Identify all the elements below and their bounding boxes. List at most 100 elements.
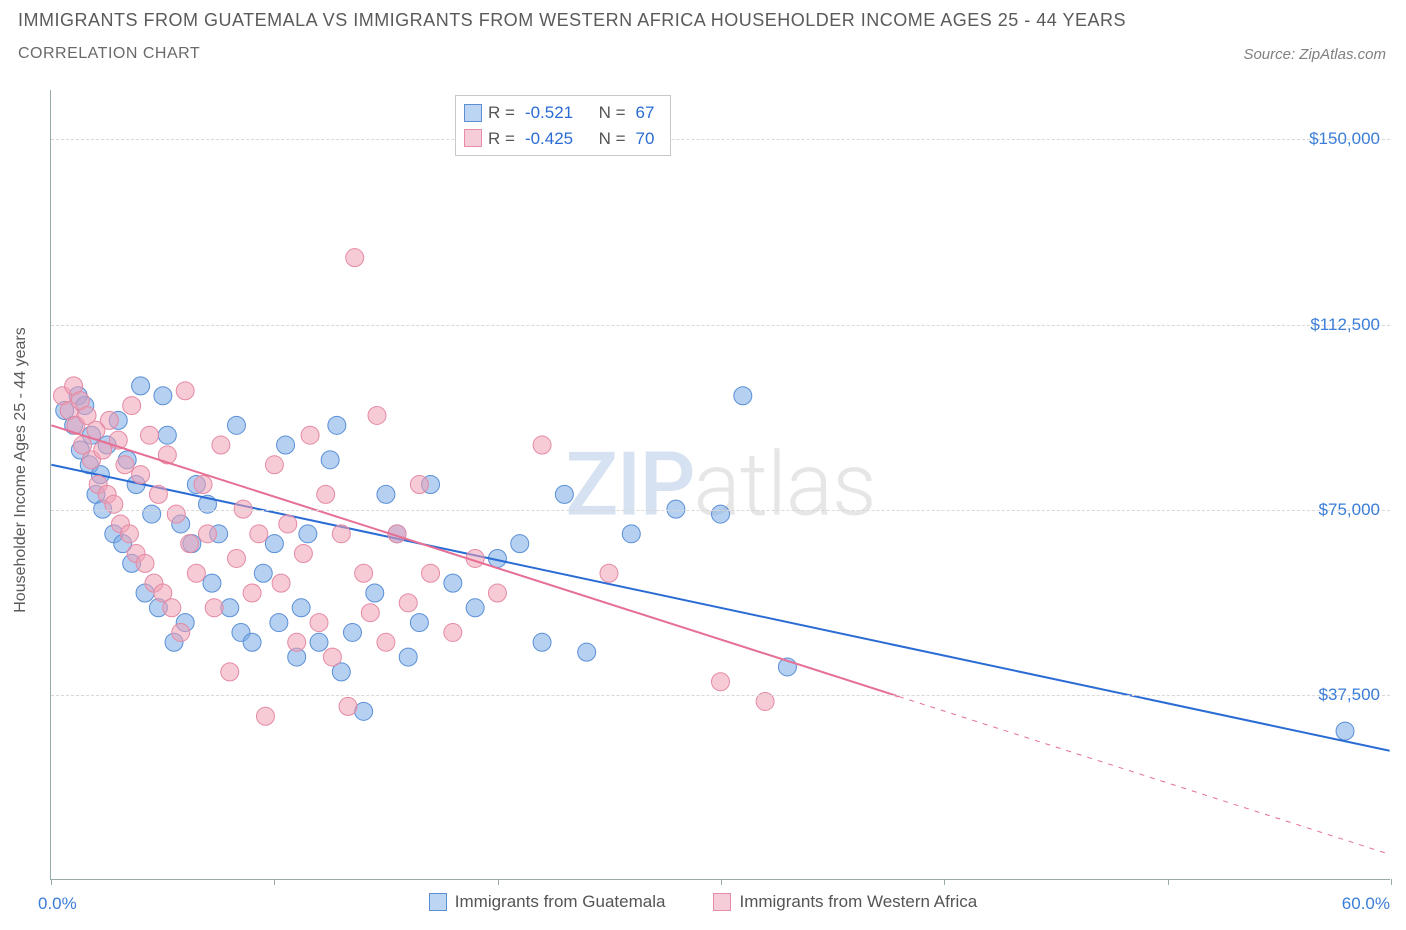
scatter-point <box>734 387 752 405</box>
scatter-point <box>422 564 440 582</box>
scatter-point <box>120 525 138 543</box>
y-axis-title: Householder Income Ages 25 - 44 years <box>12 327 30 613</box>
scatter-point <box>488 584 506 602</box>
scatter-point <box>622 525 640 543</box>
x-tick <box>1168 879 1169 885</box>
scatter-point <box>399 648 417 666</box>
scatter-point <box>288 633 306 651</box>
scatter-point <box>172 623 190 641</box>
scatter-point <box>158 426 176 444</box>
scatter-point <box>250 525 268 543</box>
chart-svg <box>51 90 1390 879</box>
swatch-icon <box>713 893 731 911</box>
r-value: -0.425 <box>521 126 577 152</box>
scatter-point <box>321 451 339 469</box>
scatter-point <box>143 505 161 523</box>
scatter-point <box>444 623 462 641</box>
swatch-icon <box>464 129 482 147</box>
scatter-point <box>600 564 618 582</box>
scatter-point <box>294 545 312 563</box>
y-tick-label: $37,500 <box>1319 685 1380 705</box>
scatter-point <box>212 436 230 454</box>
scatter-point <box>176 382 194 400</box>
scatter-point <box>149 485 167 503</box>
scatter-point <box>227 416 245 434</box>
n-value: 70 <box>632 126 659 152</box>
x-tick <box>1391 879 1392 885</box>
scatter-point <box>132 377 150 395</box>
x-tick <box>274 879 275 885</box>
scatter-point <box>366 584 384 602</box>
scatter-point <box>377 633 395 651</box>
scatter-point <box>533 633 551 651</box>
stats-row-guatemala: R =-0.521 N =67 <box>464 100 658 126</box>
scatter-point <box>361 604 379 622</box>
legend-label: Immigrants from Guatemala <box>455 892 666 912</box>
scatter-point <box>221 663 239 681</box>
chart-title-line1: IMMIGRANTS FROM GUATEMALA VS IMMIGRANTS … <box>18 10 1206 31</box>
y-tick-label: $75,000 <box>1319 500 1380 520</box>
scatter-point <box>254 564 272 582</box>
scatter-point <box>399 594 417 612</box>
y-tick-label: $112,500 <box>1310 315 1380 335</box>
scatter-point <box>277 436 295 454</box>
gridline <box>51 510 1390 511</box>
correlation-stats-box: R =-0.521 N =67R =-0.425 N =70 <box>455 95 671 156</box>
gridline <box>51 325 1390 326</box>
scatter-point <box>270 614 288 632</box>
scatter-point <box>310 614 328 632</box>
scatter-point <box>712 673 730 691</box>
scatter-point <box>712 505 730 523</box>
scatter-point <box>301 426 319 444</box>
stats-row-western_africa: R =-0.425 N =70 <box>464 126 658 152</box>
scatter-point <box>198 525 216 543</box>
y-tick-label: $150,000 <box>1309 129 1380 149</box>
scatter-point <box>265 535 283 553</box>
scatter-point <box>187 564 205 582</box>
scatter-point <box>355 564 373 582</box>
r-label: R = <box>488 100 515 126</box>
x-tick <box>721 879 722 885</box>
legend-item-guatemala: Immigrants from Guatemala <box>429 892 666 912</box>
scatter-point <box>205 599 223 617</box>
legend-label: Immigrants from Western Africa <box>739 892 977 912</box>
scatter-point <box>292 599 310 617</box>
scatter-point <box>132 466 150 484</box>
scatter-point <box>317 485 335 503</box>
x-tick <box>51 879 52 885</box>
scatter-point <box>279 515 297 533</box>
series-legend: Immigrants from Guatemala Immigrants from… <box>0 892 1406 916</box>
scatter-point <box>346 249 364 267</box>
scatter-point <box>410 614 428 632</box>
x-tick <box>498 879 499 885</box>
n-label: N = <box>599 100 626 126</box>
regression-line-dashed-western_africa <box>899 697 1390 855</box>
scatter-point <box>100 411 118 429</box>
swatch-icon <box>464 104 482 122</box>
chart-plot-area: ZIPatlas $37,500$75,000$112,500$150,000 <box>50 90 1390 880</box>
scatter-point <box>343 623 361 641</box>
gridline <box>51 139 1390 140</box>
scatter-point <box>511 535 529 553</box>
scatter-point <box>466 599 484 617</box>
scatter-point <box>272 574 290 592</box>
scatter-point <box>116 456 134 474</box>
n-label: N = <box>599 126 626 152</box>
source-attribution: Source: ZipAtlas.com <box>1243 46 1386 63</box>
scatter-point <box>328 416 346 434</box>
scatter-point <box>332 525 350 543</box>
n-value: 67 <box>632 100 659 126</box>
scatter-point <box>243 584 261 602</box>
scatter-point <box>377 485 395 503</box>
scatter-point <box>163 599 181 617</box>
r-label: R = <box>488 126 515 152</box>
swatch-icon <box>429 893 447 911</box>
scatter-point <box>203 574 221 592</box>
scatter-point <box>578 643 596 661</box>
scatter-point <box>533 436 551 454</box>
scatter-point <box>141 426 159 444</box>
gridline <box>51 695 1390 696</box>
r-value: -0.521 <box>521 100 577 126</box>
scatter-point <box>339 697 357 715</box>
scatter-point <box>181 535 199 553</box>
